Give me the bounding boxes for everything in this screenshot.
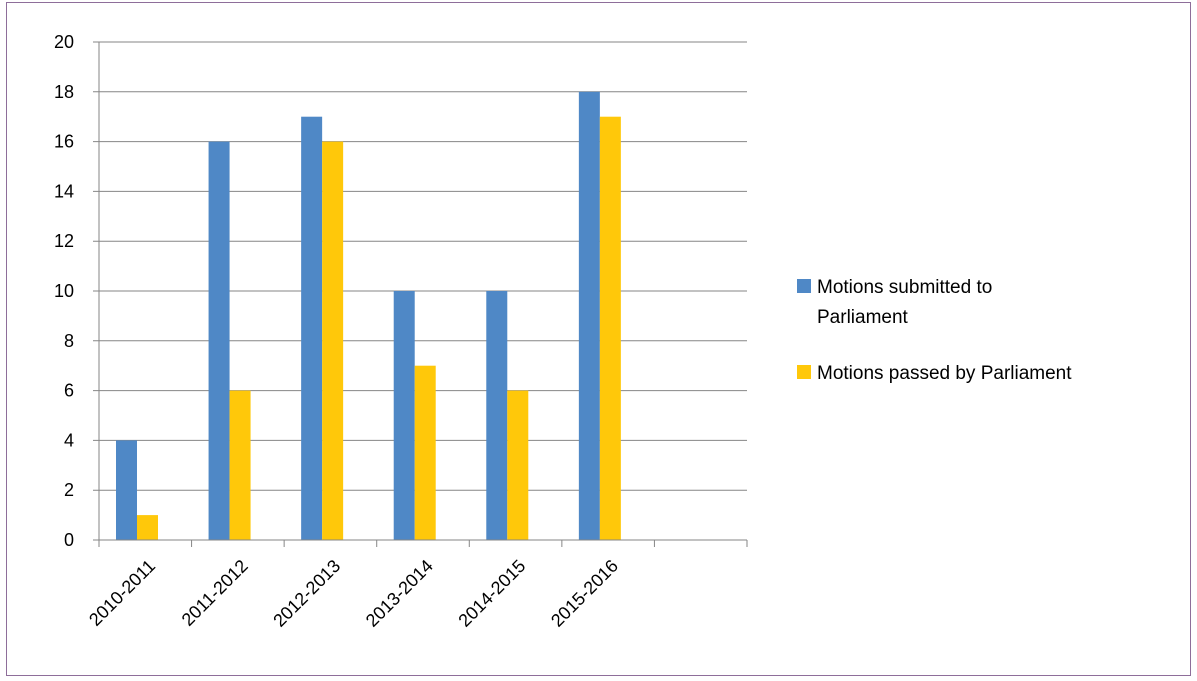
bar-passed-2013-2014: [414, 365, 436, 540]
bar-passed-2010-2011: [137, 515, 158, 540]
bar-submitted-2015-2016: [578, 91, 600, 541]
x-tick-label: 2015-2016: [547, 556, 622, 631]
y-tick-label: 4: [64, 430, 74, 450]
x-axis: [93, 42, 748, 547]
y-tick-label: 12: [54, 231, 74, 251]
legend-label-submitted: Motions submitted to: [817, 277, 992, 298]
y-tick-label: 8: [64, 331, 74, 351]
legend-label-passed: Motions passed by Parliament: [817, 363, 1072, 384]
legend-swatch-submitted: [797, 279, 811, 293]
x-tick-label: 2010-2011: [85, 556, 159, 630]
bar-submitted-2012-2013: [301, 116, 323, 540]
bar-passed-2011-2012: [229, 390, 251, 540]
x-tick-label: 2013-2014: [362, 556, 437, 631]
y-tick-label: 2: [64, 480, 74, 500]
bar-submitted-2010-2011: [116, 440, 137, 540]
gridlines: [93, 41, 747, 491]
y-tick-label: 18: [54, 82, 74, 102]
x-tick-label: 2012-2013: [269, 556, 344, 631]
y-axis-tick-labels: 0 2 4 6 8 10 12 14 16 18 20: [54, 32, 74, 550]
y-tick-label: 14: [54, 181, 74, 201]
legend-label-submitted: Parliament: [817, 307, 909, 328]
x-tick-label: 2014-2015: [454, 556, 529, 631]
y-tick-label: 10: [54, 281, 74, 301]
legend-swatch-passed: [797, 365, 811, 379]
bar-submitted-2014-2015: [486, 291, 508, 540]
bar-passed-2014-2015: [507, 390, 529, 540]
bar-passed-2012-2013: [322, 141, 344, 540]
bar-passed-2015-2016: [599, 116, 621, 540]
x-tick-label: 2011-2012: [178, 556, 252, 630]
legend: Motions submitted to Parliament Motions pa…: [797, 277, 1072, 384]
y-tick-label: 16: [54, 132, 74, 152]
y-tick-label: 0: [64, 530, 74, 550]
x-axis-tick-labels: 2010-2011 2011-2012 2012-2013 2013-2014 2014…: [85, 556, 622, 631]
y-tick-label: 20: [54, 32, 74, 52]
bars: [116, 91, 621, 541]
bar-submitted-2013-2014: [393, 291, 415, 540]
y-tick-label: 6: [64, 381, 74, 401]
bar-submitted-2011-2012: [208, 141, 230, 540]
